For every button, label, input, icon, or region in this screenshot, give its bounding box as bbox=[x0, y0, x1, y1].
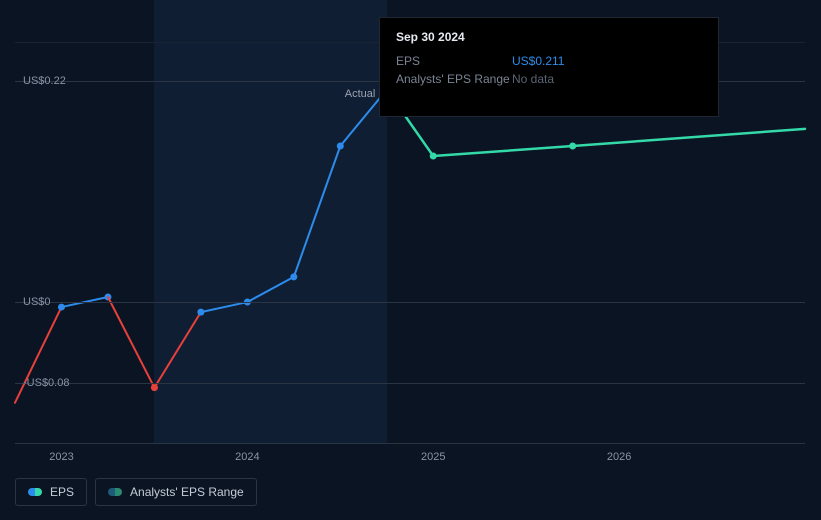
tooltip-key: EPS bbox=[396, 52, 512, 70]
legend: EPS Analysts' EPS Range bbox=[15, 478, 257, 506]
tooltip-row-eps: EPS US$0.211 bbox=[396, 52, 702, 70]
y-axis-label: US$0.22 bbox=[23, 75, 66, 87]
y-axis-label: -US$0.08 bbox=[23, 377, 69, 389]
y-axis-label: US$0 bbox=[23, 296, 51, 308]
tooltip-value: US$0.211 bbox=[512, 52, 564, 70]
legend-label: Analysts' EPS Range bbox=[130, 485, 244, 499]
tooltip-date: Sep 30 2024 bbox=[396, 30, 702, 44]
gridline bbox=[15, 383, 805, 384]
legend-label: EPS bbox=[50, 485, 74, 499]
data-point[interactable] bbox=[58, 304, 65, 311]
x-axis-label: 2024 bbox=[235, 451, 259, 463]
eps-chart: Actual Analysts Forecasts US$0.22US$0-US… bbox=[0, 0, 821, 520]
x-axis-line bbox=[15, 443, 805, 444]
legend-swatch-icon bbox=[108, 488, 122, 496]
legend-item-range[interactable]: Analysts' EPS Range bbox=[95, 478, 257, 506]
line-actual-down-2 bbox=[108, 297, 201, 388]
tooltip-row-range: Analysts' EPS Range No data bbox=[396, 70, 702, 88]
data-point[interactable] bbox=[337, 142, 344, 149]
data-point[interactable] bbox=[197, 309, 204, 316]
data-point[interactable] bbox=[430, 153, 437, 160]
x-axis-label: 2025 bbox=[421, 451, 445, 463]
data-point[interactable] bbox=[151, 384, 158, 391]
hover-tooltip: Sep 30 2024 EPS US$0.211 Analysts' EPS R… bbox=[379, 17, 719, 117]
legend-item-eps[interactable]: EPS bbox=[15, 478, 87, 506]
tooltip-key: Analysts' EPS Range bbox=[396, 70, 512, 88]
x-axis-label: 2023 bbox=[49, 451, 73, 463]
legend-swatch-icon bbox=[28, 488, 42, 496]
data-point[interactable] bbox=[290, 273, 297, 280]
gridline bbox=[15, 302, 805, 303]
data-point[interactable] bbox=[569, 142, 576, 149]
divider-label-actual: Actual bbox=[345, 88, 376, 100]
x-axis-label: 2026 bbox=[607, 451, 631, 463]
tooltip-value: No data bbox=[512, 70, 554, 88]
